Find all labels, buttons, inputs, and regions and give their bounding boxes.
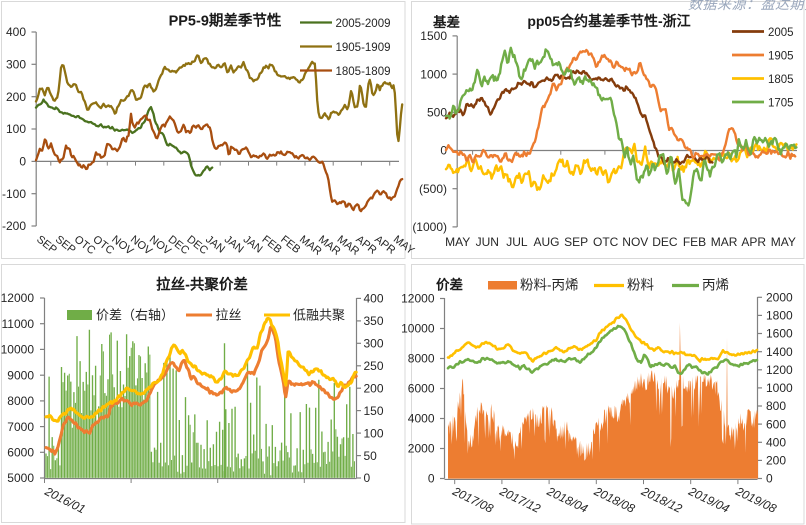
svg-text:JUN: JUN	[476, 235, 499, 249]
svg-text:-100: -100	[2, 187, 26, 201]
svg-text:400: 400	[6, 25, 26, 39]
svg-text:1800: 1800	[766, 309, 793, 323]
svg-text:AUG: AUG	[533, 235, 559, 249]
svg-text:8000: 8000	[7, 394, 34, 408]
svg-text:基差: 基差	[433, 14, 460, 30]
svg-text:0: 0	[364, 471, 371, 485]
svg-text:(500): (500)	[419, 182, 447, 196]
svg-text:400: 400	[364, 292, 384, 306]
svg-text:1200: 1200	[766, 363, 793, 377]
svg-text:12000: 12000	[401, 292, 435, 306]
svg-text:(1000): (1000)	[412, 220, 447, 234]
svg-text:1805: 1805	[768, 74, 794, 86]
svg-text:APR: APR	[741, 235, 766, 249]
svg-text:1805-1809: 1805-1809	[336, 66, 391, 78]
svg-text:500: 500	[427, 106, 447, 120]
svg-text:SEP: SEP	[564, 235, 588, 249]
svg-text:1905: 1905	[768, 50, 794, 62]
svg-text:MAY: MAY	[445, 235, 470, 249]
svg-text:1705: 1705	[768, 97, 794, 109]
svg-text:0: 0	[440, 144, 447, 158]
svg-text:OTC: OTC	[593, 235, 619, 249]
svg-text:200: 200	[364, 381, 384, 395]
svg-text:10000: 10000	[401, 322, 435, 336]
svg-text:50: 50	[364, 449, 378, 463]
svg-text:12000: 12000	[1, 291, 35, 305]
svg-text:低融共聚: 低融共聚	[293, 308, 345, 323]
svg-text:200: 200	[766, 454, 786, 468]
svg-text:NOV: NOV	[622, 235, 648, 249]
svg-text:价差（右轴）: 价差（右轴）	[96, 308, 174, 323]
svg-text:FEB: FEB	[683, 235, 706, 249]
svg-text:0: 0	[766, 472, 773, 486]
svg-text:拉丝: 拉丝	[216, 308, 242, 323]
svg-text:JUL: JUL	[506, 235, 528, 249]
svg-text:9000: 9000	[7, 368, 34, 382]
svg-text:350: 350	[364, 314, 384, 328]
svg-text:6000: 6000	[408, 382, 435, 396]
svg-text:拉丝-共聚价差: 拉丝-共聚价差	[156, 276, 248, 294]
svg-text:1500: 1500	[420, 29, 447, 43]
svg-text:800: 800	[766, 399, 786, 413]
svg-text:11000: 11000	[2, 317, 35, 331]
svg-text:1600: 1600	[766, 327, 793, 341]
svg-text:6000: 6000	[7, 446, 34, 460]
svg-text:0: 0	[428, 472, 435, 486]
svg-text:250: 250	[364, 359, 384, 373]
svg-text:2000: 2000	[766, 291, 793, 305]
svg-text:7000: 7000	[7, 420, 34, 434]
svg-text:100: 100	[6, 122, 26, 136]
svg-text:粉料: 粉料	[627, 278, 655, 293]
svg-text:粉料-丙烯: 粉料-丙烯	[520, 278, 579, 293]
svg-text:MAY: MAY	[771, 235, 796, 249]
svg-text:pp05合约基差季节性-浙江: pp05合约基差季节性-浙江	[527, 13, 690, 29]
svg-text:2000: 2000	[408, 442, 435, 456]
svg-text:10000: 10000	[1, 343, 35, 357]
svg-text:1000: 1000	[766, 381, 793, 395]
svg-text:价差: 价差	[436, 277, 463, 293]
svg-text:1000: 1000	[420, 67, 447, 81]
svg-text:1905-1909: 1905-1909	[336, 42, 391, 54]
svg-text:4000: 4000	[408, 412, 435, 426]
svg-text:2005: 2005	[768, 27, 794, 39]
svg-text:PP5-9期差季节性: PP5-9期差季节性	[169, 12, 282, 30]
svg-text:1400: 1400	[766, 345, 793, 359]
svg-text:-200: -200	[2, 219, 26, 233]
svg-text:600: 600	[766, 417, 786, 431]
svg-text:0: 0	[19, 155, 26, 169]
svg-text:300: 300	[364, 337, 384, 351]
svg-text:100: 100	[364, 426, 384, 440]
svg-text:200: 200	[6, 90, 26, 104]
svg-text:150: 150	[364, 404, 384, 418]
svg-text:8000: 8000	[408, 352, 435, 366]
svg-text:MAR: MAR	[711, 235, 738, 249]
svg-text:400: 400	[766, 436, 786, 450]
svg-text:2005-2009: 2005-2009	[336, 18, 391, 30]
svg-text:300: 300	[6, 58, 26, 72]
svg-text:5000: 5000	[7, 471, 34, 485]
svg-text:DEC: DEC	[652, 235, 678, 249]
svg-text:丙烯: 丙烯	[702, 278, 729, 293]
